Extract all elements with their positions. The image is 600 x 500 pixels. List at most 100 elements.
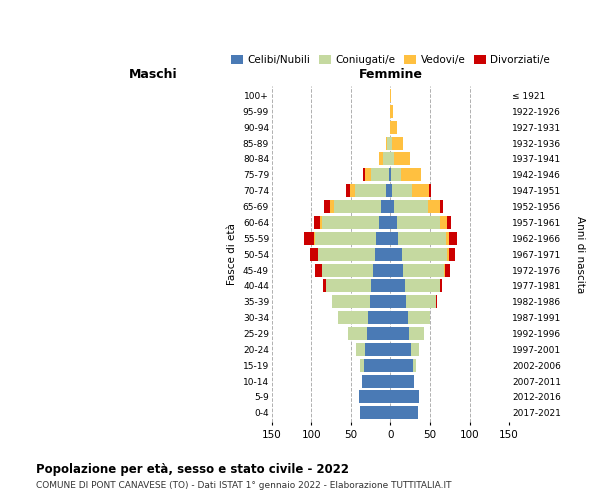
Bar <box>449 248 455 260</box>
Bar <box>412 184 429 197</box>
Bar <box>446 232 449 245</box>
Bar <box>391 327 409 340</box>
Bar <box>428 200 440 213</box>
Bar <box>440 280 442 292</box>
Bar <box>346 184 350 197</box>
Bar <box>403 264 444 276</box>
Bar <box>408 311 430 324</box>
Bar <box>320 216 322 229</box>
Bar <box>364 358 391 372</box>
Bar <box>397 216 440 229</box>
Text: Maschi: Maschi <box>129 68 178 81</box>
Text: Popolazione per età, sesso e stato civile - 2022: Popolazione per età, sesso e stato civil… <box>36 462 349 475</box>
Bar <box>389 168 391 181</box>
Bar <box>381 200 391 213</box>
Bar <box>401 168 421 181</box>
Bar <box>391 280 404 292</box>
Bar <box>373 264 391 276</box>
Bar <box>322 264 373 276</box>
Bar <box>370 296 391 308</box>
Bar <box>391 216 397 229</box>
Bar <box>363 168 365 181</box>
Bar <box>368 311 391 324</box>
Bar <box>374 248 391 260</box>
Bar <box>391 374 414 388</box>
Bar <box>444 264 445 276</box>
Bar <box>323 280 326 292</box>
Bar <box>379 216 391 229</box>
Bar <box>314 216 320 229</box>
Bar <box>371 168 389 181</box>
Bar <box>350 184 355 197</box>
Bar <box>387 136 391 149</box>
Bar <box>391 248 401 260</box>
Bar <box>391 184 392 197</box>
Bar <box>440 200 443 213</box>
Bar <box>398 232 446 245</box>
Bar <box>332 296 370 308</box>
Bar <box>356 343 365 356</box>
Bar <box>394 152 410 166</box>
Bar <box>436 296 437 308</box>
Bar <box>391 311 408 324</box>
Bar <box>317 248 374 260</box>
Bar <box>376 232 391 245</box>
Bar <box>391 358 413 372</box>
Bar <box>391 152 394 166</box>
Bar <box>413 358 416 372</box>
Bar <box>391 232 398 245</box>
Bar <box>404 280 440 292</box>
Bar <box>391 390 419 404</box>
Y-axis label: Anni di nascita: Anni di nascita <box>575 216 585 293</box>
Bar <box>324 200 331 213</box>
Bar <box>411 343 419 356</box>
Text: Femmine: Femmine <box>358 68 422 81</box>
Bar <box>401 248 448 260</box>
Bar <box>446 216 451 229</box>
Bar <box>391 296 406 308</box>
Bar <box>316 264 322 276</box>
Text: COMUNE DI PONT CANAVESE (TO) - Dati ISTAT 1° gennaio 2022 - Elaborazione TUTTITA: COMUNE DI PONT CANAVESE (TO) - Dati ISTA… <box>36 481 452 490</box>
Bar <box>348 327 367 340</box>
Bar <box>409 327 424 340</box>
Bar <box>429 184 431 197</box>
Bar <box>304 232 314 245</box>
Bar <box>383 152 391 166</box>
Bar <box>326 280 371 292</box>
Bar <box>331 200 334 213</box>
Bar <box>391 200 394 213</box>
Bar <box>386 184 391 197</box>
Bar <box>314 232 376 245</box>
Bar <box>406 296 436 308</box>
Bar <box>365 343 391 356</box>
Bar <box>365 168 371 181</box>
Bar <box>449 232 457 245</box>
Text: Maschi: Maschi <box>0 499 1 500</box>
Bar <box>445 264 450 276</box>
Bar <box>362 374 391 388</box>
Bar <box>334 200 381 213</box>
Bar <box>391 343 411 356</box>
Bar <box>391 406 418 420</box>
Bar <box>367 327 391 340</box>
Bar <box>359 358 364 372</box>
Bar <box>394 200 428 213</box>
Bar <box>389 120 391 134</box>
Bar <box>392 184 412 197</box>
Bar <box>355 184 386 197</box>
Bar <box>371 280 391 292</box>
Bar <box>338 311 368 324</box>
Legend: Celibi/Nubili, Coniugati/e, Vedovi/e, Divorziati/e: Celibi/Nubili, Coniugati/e, Vedovi/e, Di… <box>227 51 554 69</box>
Bar <box>361 406 391 420</box>
Bar <box>391 264 403 276</box>
Bar <box>379 152 383 166</box>
Bar <box>391 105 393 118</box>
Bar <box>359 390 391 404</box>
Y-axis label: Fasce di età: Fasce di età <box>227 223 237 285</box>
Bar <box>322 216 379 229</box>
Bar <box>391 136 392 149</box>
Text: Femmine: Femmine <box>0 499 1 500</box>
Bar <box>386 136 387 149</box>
Bar <box>310 248 317 260</box>
Bar <box>448 248 449 260</box>
